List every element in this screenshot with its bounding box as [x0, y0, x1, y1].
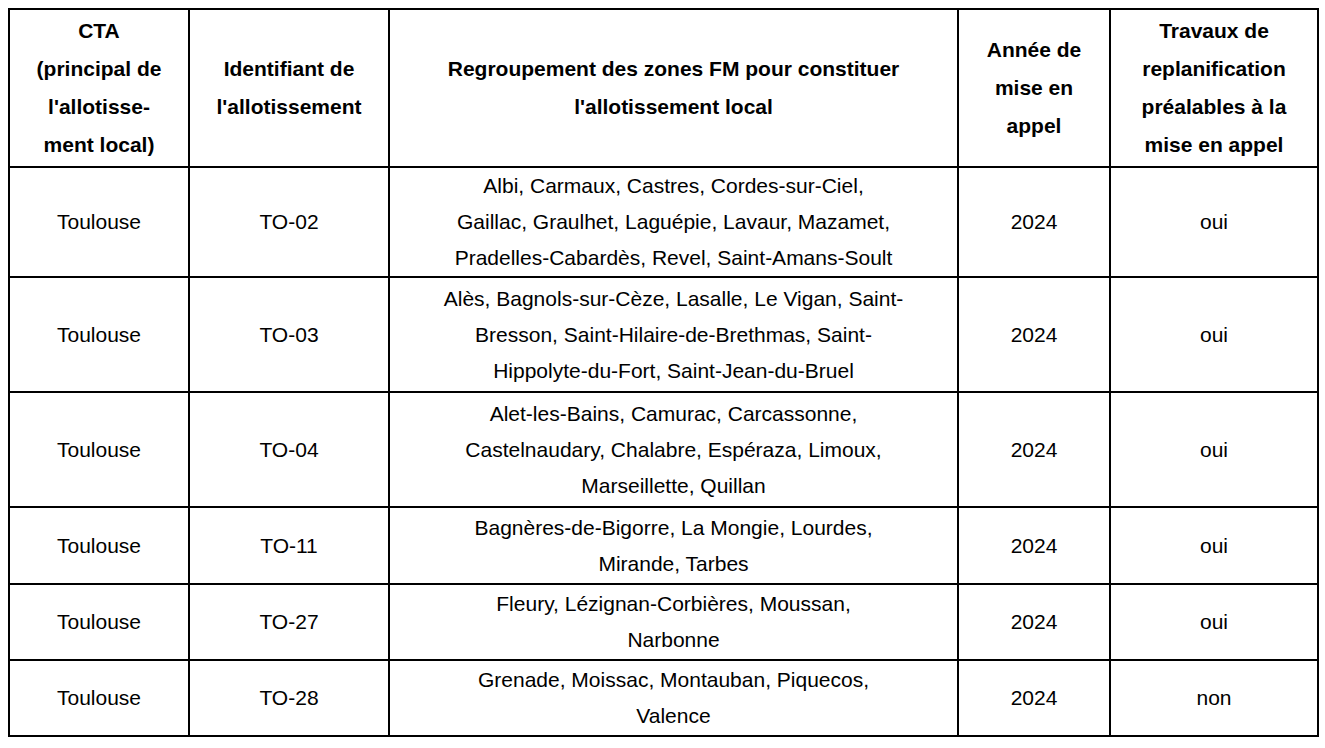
cell-travaux: oui [1110, 584, 1318, 660]
table-row: Toulouse TO-02 Albi, Carmaux, Castres, C… [9, 167, 1318, 277]
cell-cta: Toulouse [9, 507, 189, 584]
cell-identifiant: TO-02 [189, 167, 389, 277]
table-row: Toulouse TO-04 Alet-les-Bains, Camurac, … [9, 392, 1318, 507]
table-row: Toulouse TO-03 Alès, Bagnols-sur-Cèze, L… [9, 277, 1318, 392]
cell-travaux: oui [1110, 277, 1318, 392]
column-header-annee: Année de mise en appel [958, 9, 1110, 167]
table-row: Toulouse TO-11 Bagnères-de-Bigorre, La M… [9, 507, 1318, 584]
cell-annee: 2024 [958, 660, 1110, 736]
cell-zones: Grenade, Moissac, Montauban, Piquecos, V… [389, 660, 958, 736]
cell-identifiant: TO-11 [189, 507, 389, 584]
cell-annee: 2024 [958, 277, 1110, 392]
column-header-travaux: Travaux de replanification préalables à … [1110, 9, 1318, 167]
column-header-zones: Regroupement des zones FM pour constitue… [389, 9, 958, 167]
cell-annee: 2024 [958, 392, 1110, 507]
cell-identifiant: TO-04 [189, 392, 389, 507]
cell-cta: Toulouse [9, 277, 189, 392]
cell-cta: Toulouse [9, 167, 189, 277]
table-body: Toulouse TO-02 Albi, Carmaux, Castres, C… [9, 167, 1318, 736]
cell-zones: Fleury, Lézignan-Corbières, Moussan, Nar… [389, 584, 958, 660]
cell-annee: 2024 [958, 507, 1110, 584]
table-row: Toulouse TO-27 Fleury, Lézignan-Corbière… [9, 584, 1318, 660]
cell-cta: Toulouse [9, 660, 189, 736]
cell-cta: Toulouse [9, 392, 189, 507]
cell-travaux: oui [1110, 507, 1318, 584]
cell-zones: Albi, Carmaux, Castres, Cordes-sur-Ciel,… [389, 167, 958, 277]
cell-zones: Alès, Bagnols-sur-Cèze, Lasalle, Le Viga… [389, 277, 958, 392]
cell-travaux: non [1110, 660, 1318, 736]
cell-identifiant: TO-03 [189, 277, 389, 392]
cell-identifiant: TO-28 [189, 660, 389, 736]
allotissements-table: CTA (principal de l'allotisse- ment loca… [8, 8, 1319, 737]
cell-travaux: oui [1110, 392, 1318, 507]
cell-cta: Toulouse [9, 584, 189, 660]
header-row: CTA (principal de l'allotisse- ment loca… [9, 9, 1318, 167]
cell-travaux: oui [1110, 167, 1318, 277]
cell-annee: 2024 [958, 167, 1110, 277]
cell-identifiant: TO-27 [189, 584, 389, 660]
cell-zones: Bagnères-de-Bigorre, La Mongie, Lourdes,… [389, 507, 958, 584]
table-header: CTA (principal de l'allotisse- ment loca… [9, 9, 1318, 167]
column-header-identifiant: Identifiant de l'allotissement [189, 9, 389, 167]
cell-zones: Alet-les-Bains, Camurac, Carcassonne, Ca… [389, 392, 958, 507]
cell-annee: 2024 [958, 584, 1110, 660]
table-row: Toulouse TO-28 Grenade, Moissac, Montaub… [9, 660, 1318, 736]
column-header-cta: CTA (principal de l'allotisse- ment loca… [9, 9, 189, 167]
